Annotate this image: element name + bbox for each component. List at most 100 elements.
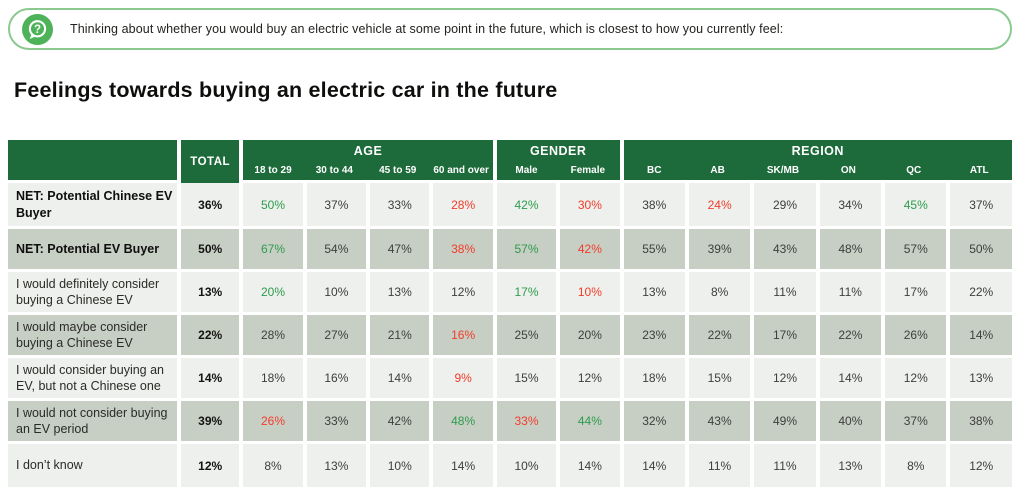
value-cell: 26% xyxy=(239,401,303,444)
value-cell: 12% xyxy=(556,358,620,401)
value-cell: 42% xyxy=(366,401,430,444)
value-cell: 45% xyxy=(881,183,947,229)
value-cell: 11% xyxy=(750,272,816,315)
value-cell: 50% xyxy=(239,183,303,229)
value-cell: 33% xyxy=(302,401,367,444)
value-cell: 15% xyxy=(492,358,557,401)
column-header-30-to-44: 30 to 44 xyxy=(302,161,367,183)
value-cell: 22% xyxy=(815,315,882,358)
value-cell: 12% xyxy=(750,358,816,401)
row-label: I would consider buying an EV, but not a… xyxy=(8,358,177,401)
results-table: TOTAL AGE GENDER REGION 18 to 29 30 to 44 45 … xyxy=(8,140,1012,487)
row-label: NET: Potential Chinese EV Buyer xyxy=(8,183,177,229)
value-cell: 14% xyxy=(366,358,430,401)
value-cell: 27% xyxy=(302,315,367,358)
value-cell: 33% xyxy=(366,183,430,229)
column-header-atl: ATL xyxy=(946,161,1012,183)
value-cell: 43% xyxy=(684,401,751,444)
table-row: I would not consider buying an EV period… xyxy=(8,401,1012,444)
value-cell: 14% xyxy=(619,444,685,487)
question-text: Thinking about whether you would buy an … xyxy=(70,22,784,36)
value-cell: 14% xyxy=(815,358,882,401)
value-cell: 29% xyxy=(750,183,816,229)
row-label: I would definitely consider buying a Chi… xyxy=(8,272,177,315)
value-cell: 14% xyxy=(176,358,240,401)
value-cell: 20% xyxy=(239,272,303,315)
value-cell: 43% xyxy=(750,229,816,272)
value-cell: 37% xyxy=(881,401,947,444)
value-cell: 39% xyxy=(684,229,751,272)
value-cell: 14% xyxy=(946,315,1012,358)
column-header-sk-mb: SK/MB xyxy=(750,161,816,183)
value-cell: 11% xyxy=(750,444,816,487)
value-cell: 57% xyxy=(881,229,947,272)
value-cell: 67% xyxy=(239,229,303,272)
value-cell: 10% xyxy=(556,272,620,315)
table-row: NET: Potential Chinese EV Buyer 36% 50% 37%… xyxy=(8,183,1012,229)
value-cell: 13% xyxy=(946,358,1012,401)
value-cell: 48% xyxy=(815,229,882,272)
value-cell: 10% xyxy=(366,444,430,487)
value-cell: 50% xyxy=(176,229,240,272)
value-cell: 54% xyxy=(302,229,367,272)
value-cell: 17% xyxy=(750,315,816,358)
row-label: NET: Potential EV Buyer xyxy=(8,229,177,272)
value-cell: 48% xyxy=(429,401,493,444)
value-cell: 37% xyxy=(946,183,1012,229)
row-label: I would maybe consider buying a Chinese … xyxy=(8,315,177,358)
value-cell: 34% xyxy=(815,183,882,229)
value-cell: 13% xyxy=(815,444,882,487)
column-header-female: Female xyxy=(556,161,620,183)
value-cell: 11% xyxy=(684,444,751,487)
value-cell: 12% xyxy=(946,444,1012,487)
value-cell: 50% xyxy=(946,229,1012,272)
value-cell: 47% xyxy=(366,229,430,272)
value-cell: 8% xyxy=(881,444,947,487)
value-cell: 33% xyxy=(492,401,557,444)
row-label: I don’t know xyxy=(8,444,177,487)
column-header-qc: QC xyxy=(881,161,947,183)
value-cell: 38% xyxy=(619,183,685,229)
table-row: I would maybe consider buying a Chinese … xyxy=(8,315,1012,358)
column-header-18-to-29: 18 to 29 xyxy=(239,161,303,183)
value-cell: 11% xyxy=(815,272,882,315)
column-header-60-and-over: 60 and over xyxy=(429,161,493,183)
row-label: I would not consider buying an EV period xyxy=(8,401,177,444)
value-cell: 17% xyxy=(492,272,557,315)
value-cell: 18% xyxy=(239,358,303,401)
value-cell: 42% xyxy=(492,183,557,229)
value-cell: 40% xyxy=(815,401,882,444)
column-header-bc: BC xyxy=(619,161,685,183)
value-cell: 23% xyxy=(619,315,685,358)
value-cell: 18% xyxy=(619,358,685,401)
table-row: I would consider buying an EV, but not a… xyxy=(8,358,1012,401)
value-cell: 42% xyxy=(556,229,620,272)
value-cell: 13% xyxy=(302,444,367,487)
value-cell: 44% xyxy=(556,401,620,444)
value-cell: 10% xyxy=(302,272,367,315)
value-cell: 20% xyxy=(556,315,620,358)
value-cell: 22% xyxy=(946,272,1012,315)
value-cell: 8% xyxy=(239,444,303,487)
column-group-region: REGION xyxy=(619,140,1012,161)
value-cell: 8% xyxy=(684,272,751,315)
value-cell: 37% xyxy=(302,183,367,229)
value-cell: 22% xyxy=(684,315,751,358)
value-cell: 39% xyxy=(176,401,240,444)
value-cell: 28% xyxy=(239,315,303,358)
value-cell: 16% xyxy=(429,315,493,358)
value-cell: 32% xyxy=(619,401,685,444)
value-cell: 12% xyxy=(176,444,240,487)
column-group-total: TOTAL xyxy=(176,140,240,183)
table-group-header-row: TOTAL AGE GENDER REGION xyxy=(8,140,1012,183)
value-cell: 12% xyxy=(429,272,493,315)
value-cell: 15% xyxy=(684,358,751,401)
question-banner: ? Thinking about whether you would buy a… xyxy=(8,8,1012,50)
table-row: NET: Potential EV Buyer 50% 67% 54% 47% 38% 57… xyxy=(8,229,1012,272)
corner-cell xyxy=(8,140,177,183)
value-cell: 26% xyxy=(881,315,947,358)
value-cell: 12% xyxy=(881,358,947,401)
value-cell: 10% xyxy=(492,444,557,487)
value-cell: 14% xyxy=(556,444,620,487)
question-bubble-icon: ? xyxy=(22,13,53,45)
